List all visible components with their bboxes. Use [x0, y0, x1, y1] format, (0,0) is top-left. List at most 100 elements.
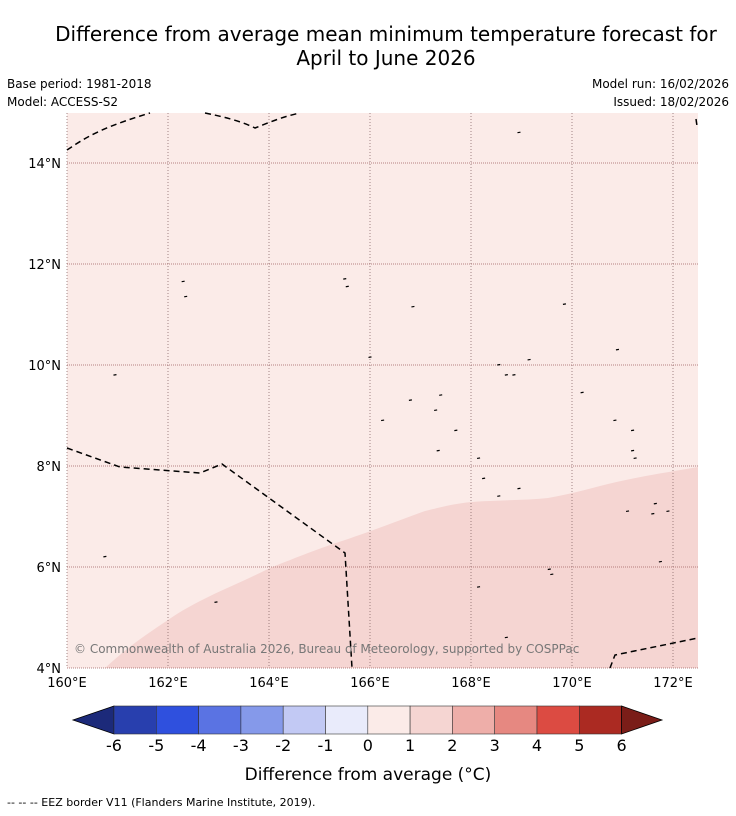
colorbar-segment: [198, 705, 242, 735]
title-line-2: April to June 2026: [296, 46, 476, 70]
lon-tick-label: 164°E: [249, 676, 289, 691]
island-outline: [562, 303, 567, 305]
meta-left: Base period: 1981-2018 Model: ACCESS-S2: [7, 75, 152, 111]
figure-title: Difference from average mean minimum tem…: [0, 22, 736, 70]
lat-tick-label: 12°N: [28, 258, 61, 273]
graticule: [66, 113, 698, 669]
colorbar-segment: [325, 705, 369, 735]
colorbar-segment: [240, 705, 284, 735]
island-outline: [434, 409, 438, 412]
island-outline: [550, 573, 554, 576]
lat-tick-label: 4°N: [37, 662, 62, 677]
island-outline: [625, 510, 630, 513]
island-outline: [651, 512, 655, 515]
island-outline: [113, 374, 117, 376]
lat-tick-label: 14°N: [28, 157, 61, 172]
lat-tick-label: 8°N: [37, 460, 62, 475]
island-outline: [181, 280, 185, 283]
colorbar-tick-label: -3: [233, 736, 249, 755]
title-line-1: Difference from average mean minimum tem…: [55, 22, 717, 46]
colorbar-tick-label: 0: [363, 736, 373, 755]
colorbar-segment: [409, 705, 453, 735]
island-outline: [476, 586, 481, 588]
colorbar-segment: [536, 705, 580, 735]
island-outline: [613, 419, 617, 422]
island-outline: [497, 363, 501, 366]
lon-tick-label: 170°E: [552, 676, 592, 691]
island-outline: [103, 555, 107, 558]
meta-right: Model run: 16/02/2026 Issued: 18/02/2026: [592, 75, 729, 111]
island-outline: [436, 449, 440, 452]
island-outline: [368, 356, 372, 359]
island-outline: [631, 429, 635, 432]
colorbar-under-arrow: [71, 705, 115, 735]
island-outline: [214, 601, 218, 603]
colorbar-tick-label: -2: [275, 736, 291, 755]
issued-date: Issued: 18/02/2026: [613, 95, 729, 109]
lon-tick-label: 160°E: [47, 676, 87, 691]
island-outline: [512, 374, 516, 376]
colorbar-tick-label: -6: [106, 736, 122, 755]
latitude-ticks: 4°N 6°N 8°N 10°N 12°N 14°N: [28, 157, 61, 677]
island-outline: [633, 457, 637, 460]
eez-border-line: [609, 637, 699, 669]
model-run: Model run: 16/02/2026: [591, 77, 729, 91]
colorbar-label: Difference from average (°C): [245, 765, 492, 785]
eez-legend-note: -- -- -- EEZ border V11 (Flanders Marine…: [7, 796, 316, 809]
island-outline: [439, 394, 443, 396]
colorbar-tick-label: -1: [318, 736, 334, 755]
island-outline: [497, 495, 501, 497]
colorbar-segment: [282, 705, 326, 735]
colorbar-tick-label: 5: [574, 736, 584, 755]
lon-tick-label: 162°E: [148, 676, 188, 691]
islands: [103, 131, 670, 639]
eez-border-line: [66, 112, 151, 151]
eez-border-line: [66, 447, 353, 669]
model-name: Model: ACCESS-S2: [7, 95, 119, 109]
island-outline: [482, 477, 486, 480]
colorbar-segment: [578, 705, 622, 735]
colorbar-over-arrow: [621, 705, 664, 735]
eez-borders: [66, 112, 699, 669]
island-outline: [527, 358, 531, 361]
eez-border-line: [204, 112, 301, 129]
island-outline: [476, 457, 481, 460]
colorbar: -6 -5 -4 -3 -2 -1 0 1 2 3 4 5 6: [71, 705, 664, 755]
base-period: Base period: 1981-2018: [7, 77, 152, 91]
lon-tick-label: 166°E: [350, 676, 390, 691]
island-outline: [343, 278, 347, 280]
colorbar-segment: [113, 705, 157, 735]
island-outline: [504, 374, 508, 376]
colorbar-tick-label: 4: [532, 736, 542, 755]
island-outline: [658, 560, 662, 563]
island-outline: [411, 305, 415, 308]
island-outline: [631, 449, 635, 452]
colorbar-tick-label: -4: [191, 736, 207, 755]
island-outline: [184, 295, 188, 298]
colorbar-tick-label: 2: [447, 736, 457, 755]
island-outline: [615, 348, 620, 351]
lon-tick-label: 168°E: [451, 676, 491, 691]
colorbar-segment: [367, 705, 411, 735]
map-south-region: [105, 467, 698, 668]
island-outline: [504, 636, 508, 639]
colorbar-segment: [452, 705, 495, 735]
colorbar-tick-label: 6: [617, 736, 627, 755]
lat-tick-label: 10°N: [28, 359, 61, 374]
island-outline: [653, 502, 657, 505]
island-outline: [517, 487, 521, 490]
eez-border-line: [695, 118, 698, 127]
longitude-ticks: 160°E 162°E 164°E 166°E 168°E 170°E 172°E: [47, 676, 693, 691]
copyright-notice: © Commonwealth of Australia 2026, Bureau…: [74, 642, 579, 656]
island-outline: [454, 429, 458, 432]
island-outline: [547, 568, 551, 571]
island-outline: [666, 510, 670, 513]
lat-tick-label: 6°N: [37, 561, 62, 576]
colorbar-segment: [156, 705, 199, 735]
island-outline: [381, 419, 385, 422]
island-outline: [345, 285, 349, 288]
island-outline: [580, 391, 584, 394]
colorbar-tick-label: -5: [148, 736, 164, 755]
